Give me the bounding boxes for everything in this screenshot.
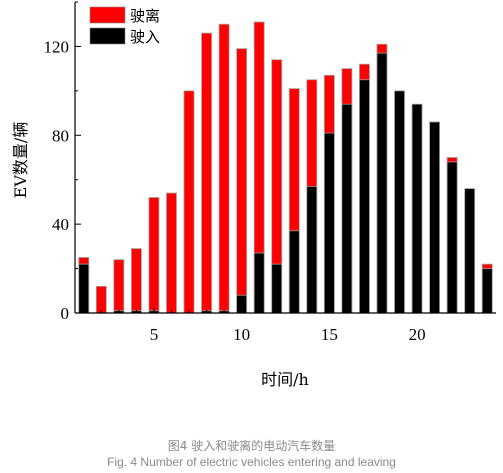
bar-leaving-hour-7 — [183, 90, 195, 314]
bar-leaving-hour-4 — [130, 248, 142, 314]
legend-label-leaving: 驶离 — [130, 7, 160, 25]
y-tick-label: 120 — [44, 37, 70, 56]
bar-entering-hour-13 — [288, 230, 300, 314]
bars-layer — [78, 21, 493, 314]
figure-caption-english: Fig. 4 Number of electric vehicles enter… — [107, 455, 396, 469]
x-tick-label: 15 — [321, 325, 338, 344]
legend-swatch-entering — [89, 27, 126, 45]
bar-leaving-hour-10 — [236, 48, 248, 314]
bar-entering-hour-12 — [271, 263, 283, 314]
x-tick-label: 5 — [150, 325, 159, 344]
x-tick-label: 10 — [233, 325, 250, 344]
y-tick-label: 80 — [52, 126, 69, 145]
bar-leaving-hour-5 — [148, 197, 160, 314]
axes-layer: 0 40 80 120 5 10 15 20 — [44, 1, 496, 344]
bar-leaving-hour-9 — [218, 23, 230, 314]
x-axis-title: 时间/h — [261, 370, 309, 389]
bar-entering-hour-11 — [253, 252, 265, 314]
bar-entering-hour-22 — [446, 161, 458, 314]
bar-entering-hour-18 — [376, 52, 388, 314]
bar-leaving-hour-8 — [201, 32, 212, 314]
y-tick-label: 0 — [61, 304, 70, 323]
bar-leaving-hour-6 — [166, 192, 177, 314]
bar-entering-hour-1 — [78, 263, 90, 314]
bar-leaving-hour-2 — [95, 285, 107, 314]
y-axis-title: EV数量/辆 — [11, 122, 30, 199]
bar-entering-hour-19 — [394, 90, 405, 314]
legend-label-entering: 驶入 — [130, 28, 160, 46]
x-tick-label: 20 — [409, 325, 426, 344]
bar-entering-hour-21 — [429, 121, 441, 314]
y-tick-label: 40 — [52, 215, 69, 234]
bar-entering-hour-14 — [306, 185, 318, 314]
bar-entering-hour-20 — [411, 103, 423, 314]
bar-entering-hour-24 — [481, 268, 493, 314]
figure-caption-chinese: 图4 驶入和驶离的电动汽车数量 — [167, 439, 336, 453]
legend-swatch-leaving — [89, 6, 126, 24]
bar-entering-hour-16 — [341, 103, 353, 314]
bar-entering-hour-23 — [464, 188, 476, 314]
bar-entering-hour-15 — [323, 132, 335, 314]
bar-leaving-hour-3 — [113, 259, 125, 314]
bar-entering-hour-17 — [359, 79, 370, 314]
